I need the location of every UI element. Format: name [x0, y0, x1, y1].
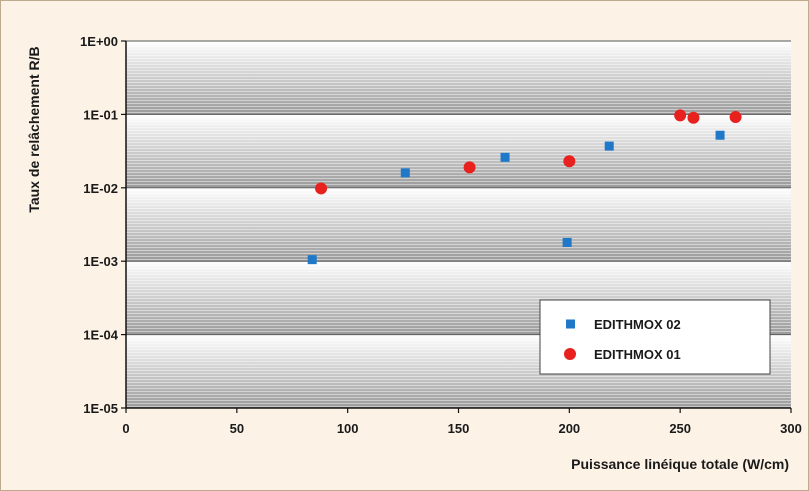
data-point-square	[562, 237, 572, 247]
plot-band-texture	[126, 114, 791, 188]
y-tick-label: 1E-04	[83, 328, 118, 343]
data-point-circle	[563, 155, 576, 168]
y-tick-label: 1E-01	[83, 107, 118, 122]
x-tick-label: 50	[230, 421, 244, 436]
legend-label: EDITHMOX 01	[594, 347, 681, 362]
x-tick-label: 0	[122, 421, 129, 436]
data-point-circle	[674, 109, 687, 122]
legend-marker-square	[566, 319, 575, 329]
data-point-square	[604, 141, 614, 151]
data-point-circle	[315, 182, 328, 195]
legend-box	[539, 299, 771, 375]
x-tick-label: 100	[337, 421, 359, 436]
data-point-circle	[463, 161, 476, 174]
plot-band-texture	[126, 41, 791, 115]
axes	[121, 40, 792, 413]
tick-labels: 0 50 100 150 200 250 300 1E+00 1E-01 1E-02 1E-03 1E…	[80, 34, 802, 436]
data-point-square	[400, 168, 410, 178]
x-axis-title: Puissance linéique totale (W/cm)	[571, 456, 789, 472]
x-tick-label: 250	[669, 421, 691, 436]
data-point-square	[307, 255, 317, 265]
legend-label: EDITHMOX 02	[594, 317, 681, 332]
legend-marker-circle	[564, 348, 576, 360]
y-axis-title: Taux de relâchement R/B	[26, 46, 42, 212]
data-point-circle	[729, 111, 742, 124]
plot-band-texture	[126, 187, 791, 262]
y-tick-label: 1E-02	[83, 181, 118, 196]
y-tick-label: 1E-05	[83, 401, 118, 416]
x-tick-label: 300	[780, 421, 802, 436]
legend: EDITHMOX 02 EDITHMOX 01	[539, 299, 771, 375]
y-tick-label: 1E-03	[83, 254, 118, 269]
x-tick-label: 200	[558, 421, 580, 436]
y-tick-label: 1E+00	[80, 34, 118, 49]
data-points	[307, 109, 742, 265]
data-point-square	[715, 130, 725, 140]
plot-background	[126, 41, 791, 408]
data-point-square	[500, 152, 510, 162]
x-tick-label: 150	[448, 421, 470, 436]
data-point-circle	[687, 111, 700, 124]
